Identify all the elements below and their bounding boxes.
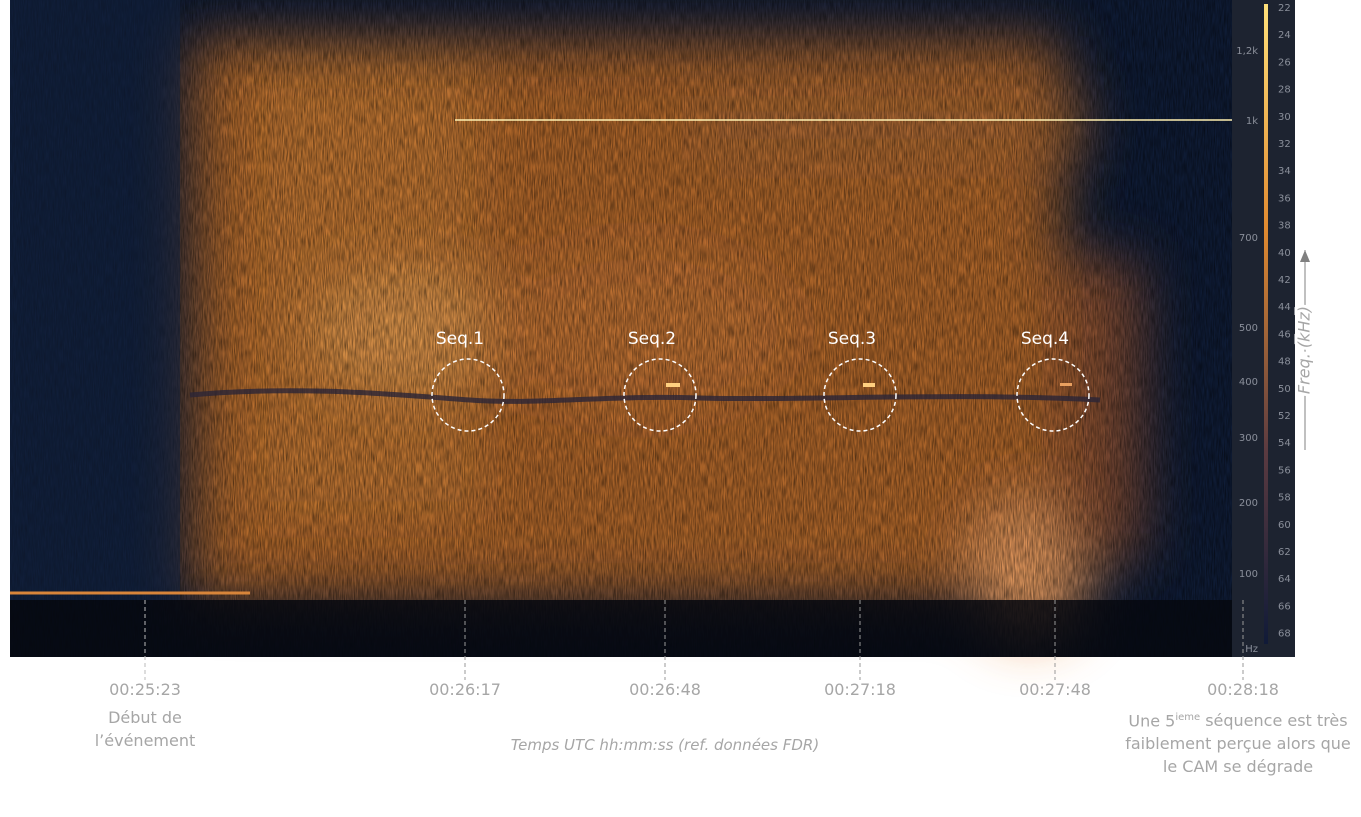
time-label: 00:26:48 (605, 678, 725, 701)
frequency-axis-label: Freq. (kHz) (1295, 306, 1314, 394)
time-note: Début de l’événement (85, 706, 205, 752)
sequence-label: Seq.4 (1021, 329, 1069, 349)
level-label: 42 (1278, 275, 1291, 286)
level-label: 32 (1278, 139, 1291, 150)
level-label: 48 (1278, 357, 1291, 368)
level-label: 56 (1278, 465, 1291, 476)
time-label: 00:27:18 (800, 678, 920, 701)
level-label: 22 (1278, 3, 1291, 14)
level-label: 36 (1278, 193, 1291, 204)
level-label: 28 (1278, 85, 1291, 96)
frequency-label: Hz (1245, 644, 1258, 655)
frequency-label: 700 (1239, 233, 1258, 244)
frequency-label: 1k (1246, 116, 1258, 127)
level-label: 68 (1278, 629, 1291, 640)
level-label: 58 (1278, 493, 1291, 504)
frequency-label: 200 (1239, 498, 1258, 509)
time-label: 00:28:18 (1183, 678, 1303, 701)
level-label: 62 (1278, 547, 1291, 558)
page: 1,2k 1k 700 500 400 300 200 100 Hz 22 24 26 28 30 32 34… (0, 0, 1361, 817)
frequency-label: 500 (1239, 323, 1258, 334)
frequency-label: 1,2k (1236, 46, 1258, 57)
time-label: 00:27:48 (995, 678, 1115, 701)
note-superscript: ieme (1175, 712, 1200, 723)
level-label: 54 (1278, 438, 1291, 449)
level-label: 38 (1278, 221, 1291, 232)
level-label: 30 (1278, 112, 1291, 123)
frequency-label: 400 (1239, 377, 1258, 388)
time-label: 00:26:17 (405, 678, 525, 701)
freq-arrow-head (1300, 250, 1310, 262)
level-label: 44 (1278, 302, 1291, 313)
level-label: 24 (1278, 30, 1291, 41)
level-label: 40 (1278, 248, 1291, 259)
frequency-label: 100 (1239, 569, 1258, 580)
level-label: 50 (1278, 384, 1291, 395)
level-label: 46 (1278, 329, 1291, 340)
sequence-label: Seq.3 (828, 329, 876, 349)
level-label: 26 (1278, 57, 1291, 68)
level-label: 60 (1278, 520, 1291, 531)
note-text: Une 5 (1128, 711, 1175, 730)
sequence-label: Seq.1 (436, 329, 484, 349)
level-label: 66 (1278, 601, 1291, 612)
time-axis-label: Temps UTC hh:mm:ss (ref. données FDR) (400, 734, 930, 757)
level-bar (1264, 4, 1268, 644)
time-label: 00:25:23 (85, 678, 205, 701)
level-label: 34 (1278, 166, 1291, 177)
sequence-label: Seq.2 (628, 329, 676, 349)
frequency-label: 300 (1239, 433, 1258, 444)
level-label: 52 (1278, 411, 1291, 422)
level-label: 64 (1278, 574, 1291, 585)
